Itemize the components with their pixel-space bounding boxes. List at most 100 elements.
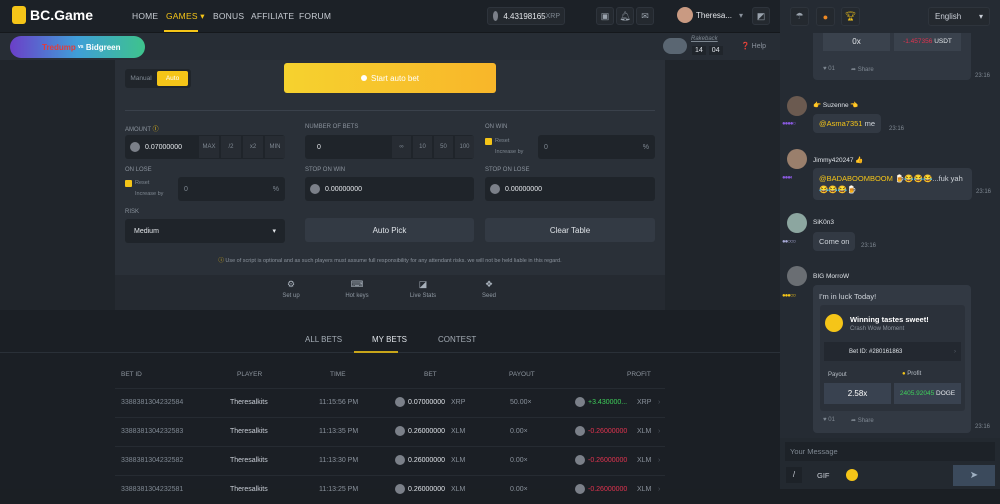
event-banner[interactable]: Tredump vs Bidgreen xyxy=(10,36,145,58)
bets-100-button[interactable]: 100 xyxy=(455,136,474,158)
dot-icon xyxy=(360,75,367,81)
on-lose-control: Reset Increase by 0% xyxy=(125,177,285,201)
nav-affiliate[interactable]: AFFILIATE xyxy=(251,11,295,21)
bet-currency: XRP xyxy=(451,399,466,406)
on-lose-increase-input[interactable]: 0% xyxy=(178,177,285,201)
wallet-icon[interactable]: ▣ xyxy=(596,7,614,25)
username[interactable]: Theresa... xyxy=(696,11,733,20)
chat-username[interactable]: 👉 Suzenne 👈 xyxy=(813,102,859,109)
col-payout: PAYOUT xyxy=(509,371,535,378)
bell-icon[interactable]: 🔔︎ xyxy=(616,7,634,25)
nav-games[interactable]: GAMES ▾ xyxy=(166,11,205,21)
setup-button[interactable]: ⚙ Set up xyxy=(261,279,321,299)
chat-toggle-icon[interactable]: ◩ xyxy=(752,7,770,25)
tab-contest[interactable]: CONTEST xyxy=(438,335,477,344)
mode-manual-tab[interactable]: Manual xyxy=(130,75,152,82)
live-stats-button[interactable]: ◪ Live Stats xyxy=(393,279,453,299)
tab-my-bets[interactable]: MY BETS xyxy=(372,335,407,344)
avatar[interactable] xyxy=(787,266,807,286)
chevron-down-icon[interactable]: ▾ xyxy=(739,11,744,20)
time: 11:13:25 PM xyxy=(319,486,359,493)
avatar[interactable] xyxy=(787,213,807,233)
bet-id-link[interactable]: Bet ID: #280161863 › xyxy=(824,342,961,361)
seed-button[interactable]: ❖ Seed xyxy=(459,279,519,299)
share-button[interactable]: ➦ Share xyxy=(851,418,874,424)
chevron-down-icon: ▾ xyxy=(200,11,205,21)
heart-icon: ♥ xyxy=(823,417,827,423)
rakeback-label[interactable]: Rakeback xyxy=(691,36,718,42)
like-button[interactable]: ♥ 01 xyxy=(823,417,835,423)
language-select[interactable]: English ▾ xyxy=(928,7,990,26)
max-button[interactable]: MAX xyxy=(199,136,219,158)
time: 11:13:30 PM xyxy=(319,457,359,464)
avatar[interactable] xyxy=(787,149,807,169)
active-tab-indicator xyxy=(354,351,398,353)
chat-username[interactable]: BIG MorroW xyxy=(813,273,850,280)
like-button[interactable]: ♥ 01 xyxy=(823,66,835,72)
risk-label: RISK xyxy=(125,209,140,215)
on-win-increase-input[interactable]: 0% xyxy=(538,135,655,159)
hotkeys-button[interactable]: ⌨ Hot keys xyxy=(327,279,387,299)
emoji-icon[interactable] xyxy=(846,469,858,481)
col-player: PLAYER xyxy=(237,371,263,378)
bets-10-button[interactable]: 10 xyxy=(413,136,432,158)
command-button[interactable]: / xyxy=(786,467,802,483)
number-of-bets-input[interactable]: 0 ∞ 10 50 100 xyxy=(305,135,474,159)
on-win-control: Reset Increase by 0% xyxy=(485,135,655,159)
min-button[interactable]: MIN xyxy=(265,136,285,158)
coin-icon xyxy=(395,484,405,494)
doge-coin-icon: ● xyxy=(902,371,906,377)
player: Theresalkits xyxy=(230,428,268,435)
win-share-card[interactable]: Winning tastes sweet! Crash Wow Moment B… xyxy=(820,305,965,411)
mode-switch: Manual Auto xyxy=(125,69,191,88)
table-row[interactable]: 3388381304232584 Theresalkits 11:15:56 PM 0… xyxy=(115,388,665,417)
avatar[interactable] xyxy=(787,96,807,116)
warning-icon: ⓘ xyxy=(218,258,224,264)
share-button[interactable]: ➦ Share xyxy=(851,67,874,73)
logo[interactable]: BC.Game xyxy=(12,6,93,24)
rakeback-timer: 14 04 xyxy=(692,46,723,55)
on-win-reset-checkbox[interactable] xyxy=(485,135,493,159)
nav-forum[interactable]: FORUM xyxy=(299,11,332,21)
rain-icon[interactable]: ☂ xyxy=(790,7,809,26)
help-link[interactable]: ❓ Help xyxy=(741,43,767,50)
chat-header: ☂ ● 🏆︎ English ▾ xyxy=(780,0,1000,33)
double-button[interactable]: x2 xyxy=(243,136,263,158)
table-row[interactable]: 3388381304232583 Theresalkits 11:13:35 PM 0… xyxy=(115,417,665,446)
on-lose-reset-checkbox[interactable] xyxy=(125,177,133,201)
level-dots: ●●●●○ xyxy=(782,121,796,127)
send-button[interactable]: ➤ xyxy=(953,465,995,486)
nav-home[interactable]: HOME xyxy=(132,11,159,21)
user-avatar[interactable] xyxy=(677,7,693,23)
stop-on-win-input[interactable]: 0.00000000 xyxy=(305,177,474,201)
coin-icon xyxy=(575,484,585,494)
top-nav-bar: BC.Game HOME GAMES ▾ BONUS AFFILIATE FOR… xyxy=(0,0,780,33)
amount-input[interactable]: 0.07000000 MAX/2 x2 MIN xyxy=(125,135,285,159)
clear-table-button[interactable]: Clear Table xyxy=(485,218,655,242)
table-row[interactable]: 3388381304232581 Theresalkits 11:13:25 PM 0… xyxy=(115,475,665,504)
gif-button[interactable]: GIF xyxy=(817,471,830,480)
balance-selector[interactable]: 4.43198165 XRP xyxy=(487,7,565,25)
payout: 0.00× xyxy=(510,486,528,493)
nav-bonus[interactable]: BONUS xyxy=(213,11,245,21)
table-row[interactable]: 3388381304232582 Theresalkits 11:13:30 PM 0… xyxy=(115,446,665,475)
mail-icon[interactable]: ✉ xyxy=(636,7,654,25)
start-auto-bet-button[interactable]: Start auto bet xyxy=(284,63,496,93)
chat-username[interactable]: SiK0n3 xyxy=(813,219,834,226)
trophy-icon[interactable]: 🏆︎ xyxy=(841,7,860,26)
auto-pick-button[interactable]: Auto Pick xyxy=(305,218,474,242)
xrp-coin-icon xyxy=(490,184,500,194)
fireball-icon[interactable]: ● xyxy=(816,7,835,26)
tab-all-bets[interactable]: ALL BETS xyxy=(305,335,343,344)
infinite-bets-button[interactable]: ∞ xyxy=(392,136,411,158)
half-button[interactable]: /2 xyxy=(221,136,241,158)
chevron-right-icon: › xyxy=(658,399,661,406)
bets-50-button[interactable]: 50 xyxy=(434,136,453,158)
piggy-bank-icon[interactable] xyxy=(663,38,687,54)
chat-username[interactable]: Jimmy420247 👍 xyxy=(813,157,864,164)
message-input[interactable]: Your Message xyxy=(785,442,995,461)
mode-auto-tab[interactable]: Auto xyxy=(157,71,188,86)
chat-message-card: I'm in luck Today! Winning tastes sweet!… xyxy=(813,285,971,433)
risk-select[interactable]: Medium ▾ xyxy=(125,219,285,243)
stop-on-lose-input[interactable]: 0.00000000 xyxy=(485,177,655,201)
